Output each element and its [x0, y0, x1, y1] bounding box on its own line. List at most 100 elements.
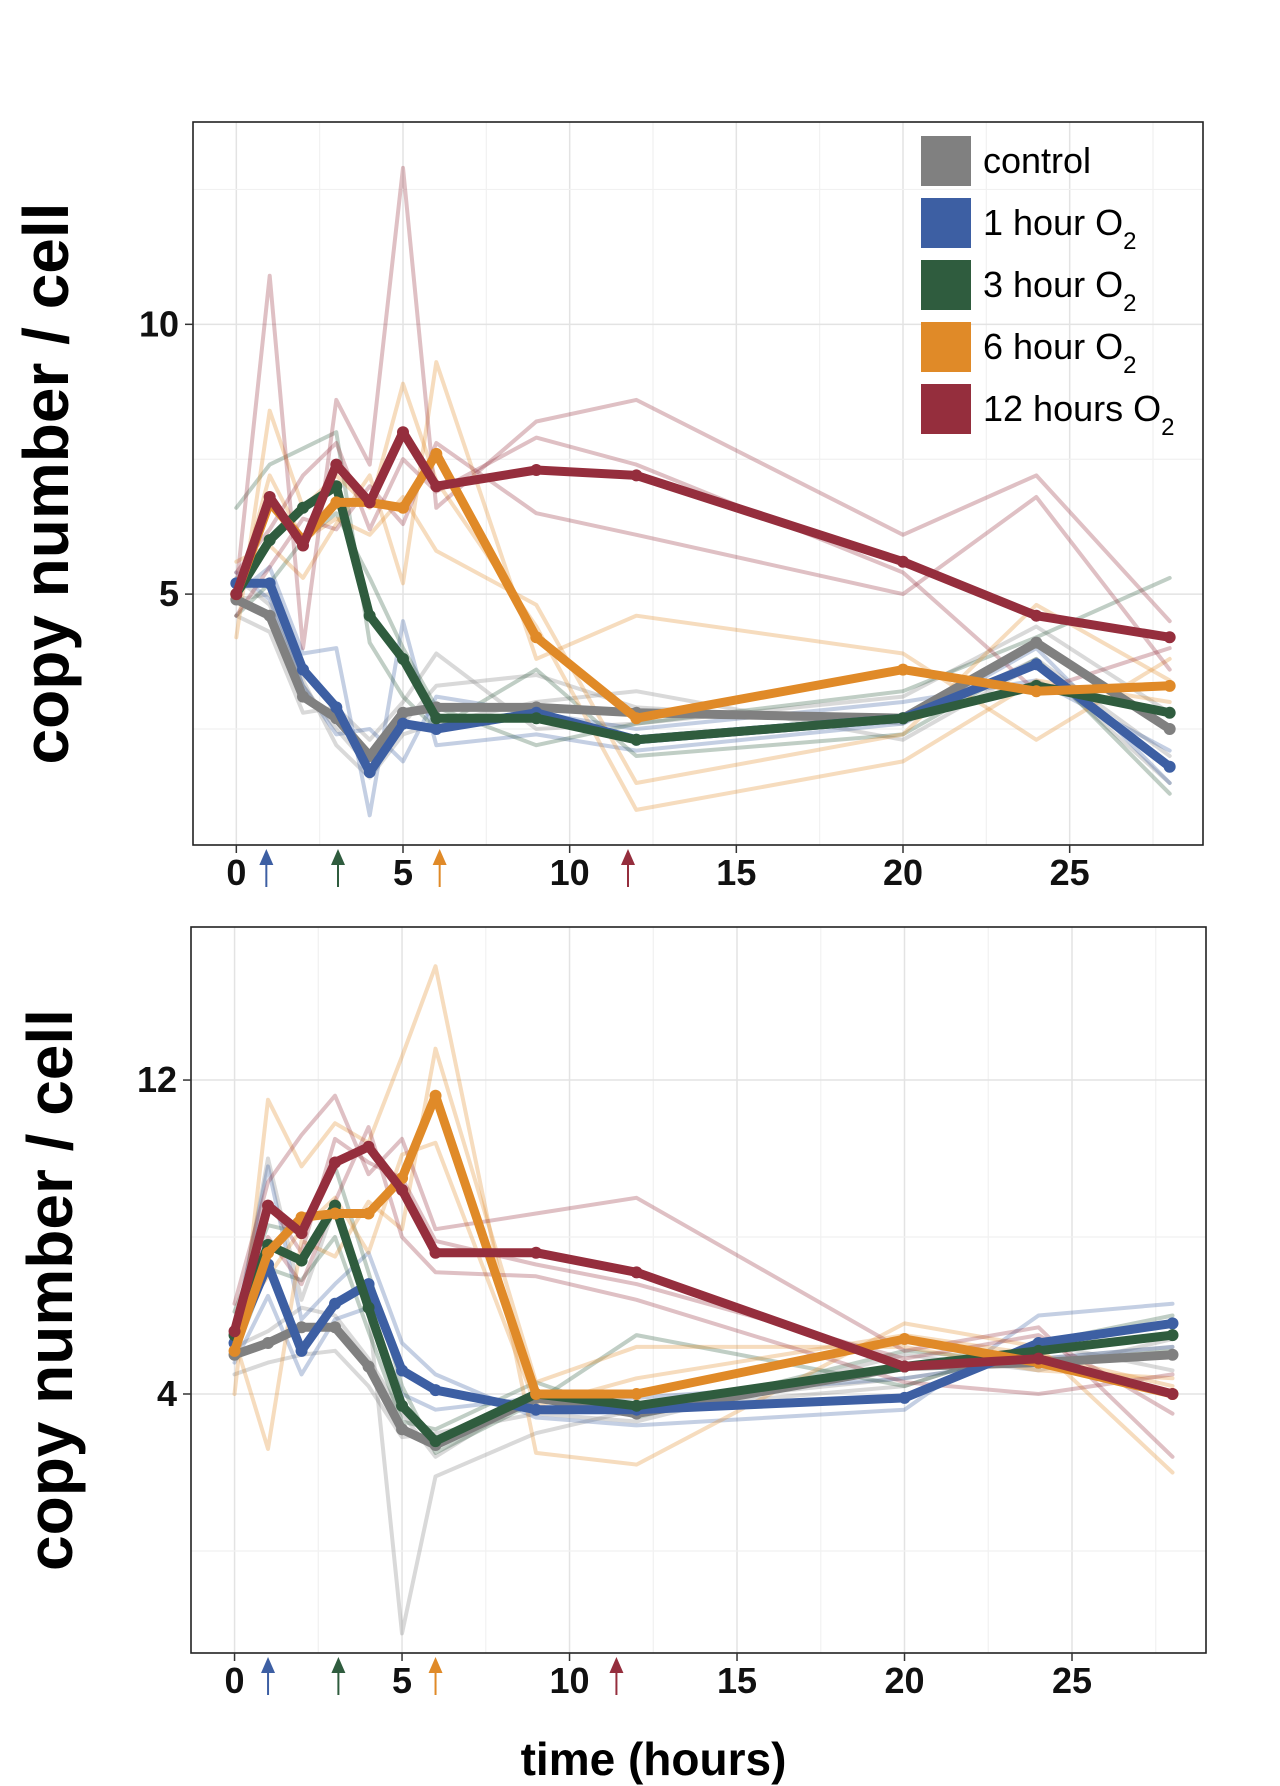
y-tick-label: 5	[159, 573, 179, 614]
legend-swatch	[921, 198, 971, 248]
x-tick-label: 5	[393, 852, 413, 893]
legend-label: 3 hour O2	[983, 264, 1136, 317]
data-point	[297, 501, 309, 514]
plot-background	[193, 122, 1203, 845]
data-point	[295, 1227, 308, 1240]
data-point	[397, 717, 409, 730]
data-point	[329, 1156, 342, 1169]
treatment-arrow-head	[432, 849, 447, 865]
y-tick-label: 4	[157, 1373, 177, 1414]
legend-swatch	[921, 322, 971, 372]
legend-swatch	[921, 136, 971, 186]
data-point	[429, 1089, 442, 1102]
data-point	[1163, 679, 1176, 692]
data-point	[430, 722, 443, 735]
data-point	[263, 609, 276, 622]
data-point	[396, 1399, 409, 1412]
data-point	[1163, 706, 1176, 719]
y-axis-title: copy number / cell	[10, 203, 82, 765]
data-point	[297, 539, 309, 552]
data-point	[1166, 1387, 1179, 1400]
y-tick-label: 12	[137, 1059, 177, 1100]
data-point	[297, 663, 309, 676]
replicate-line-4-2	[232, 1136, 1175, 1416]
treatment-arrow-head	[428, 1657, 443, 1673]
x-tick-label: 0	[226, 852, 246, 893]
data-point	[396, 1423, 409, 1436]
data-point	[295, 1254, 308, 1267]
data-point	[363, 496, 376, 509]
data-point	[530, 1246, 543, 1259]
data-point	[1166, 1329, 1179, 1342]
x-tick-label: 15	[716, 852, 756, 893]
replicate-line-1-0	[232, 1164, 1175, 1428]
gridlines	[193, 122, 1203, 845]
data-point	[363, 766, 376, 779]
replicate-line-0-1	[234, 613, 1172, 742]
legend-label: 6 hour O2	[983, 326, 1136, 379]
data-point	[1163, 722, 1176, 735]
plot-frame	[192, 121, 1204, 846]
data-point	[630, 733, 643, 746]
data-point	[1030, 685, 1043, 698]
data-point	[329, 1207, 342, 1220]
data-point	[362, 1301, 375, 1314]
legend-label: control	[983, 140, 1091, 181]
data-point	[630, 1399, 643, 1412]
data-point	[530, 631, 543, 644]
data-point	[898, 1333, 911, 1346]
data-point	[362, 1360, 375, 1373]
x-tick-label: 10	[550, 1660, 590, 1701]
data-point	[396, 1183, 409, 1196]
data-point	[897, 712, 909, 725]
data-point	[363, 609, 376, 622]
data-point	[263, 577, 276, 590]
data-point	[1163, 760, 1176, 773]
data-point	[430, 712, 443, 725]
data-point	[429, 1384, 442, 1397]
data-point	[228, 1325, 241, 1338]
data-point	[262, 1336, 275, 1349]
data-point	[362, 1140, 375, 1153]
data-point	[630, 1266, 643, 1279]
data-point	[530, 1387, 543, 1400]
x-tick-label: 20	[884, 1660, 924, 1701]
data-point	[397, 501, 409, 514]
data-point	[898, 1360, 911, 1373]
legend: control 1 hour O2 3 hour O2 6 hour O2 12 hou…	[921, 136, 1174, 441]
treatment-arrow-head	[259, 849, 274, 865]
data-point	[330, 701, 343, 714]
data-point	[397, 706, 409, 719]
data-point	[262, 1246, 275, 1259]
data-point	[898, 1391, 911, 1404]
treatment-arrow-head	[261, 1657, 276, 1673]
data-point	[1166, 1348, 1179, 1361]
x-tick-label: 25	[1050, 852, 1090, 893]
data-point	[1163, 631, 1176, 644]
data-point	[262, 1199, 275, 1212]
replicate-line-1-1	[232, 1293, 1175, 1412]
data-point	[295, 1344, 308, 1357]
series-line-4	[230, 1142, 1177, 1399]
y-axis-title: copy number / cell	[14, 1009, 86, 1571]
data-point	[530, 464, 543, 477]
x-axis-title: time (hours)	[521, 1733, 787, 1785]
data-point	[330, 458, 343, 471]
data-point	[295, 1321, 308, 1334]
treatment-arrow-head	[609, 1657, 624, 1673]
series-line-4	[231, 427, 1175, 642]
data-point	[897, 555, 909, 568]
data-point	[429, 1246, 442, 1259]
data-point	[230, 588, 243, 601]
data-point	[228, 1344, 241, 1357]
data-point	[329, 1321, 342, 1334]
data-point	[897, 663, 909, 676]
data-point	[430, 480, 443, 493]
x-tick-label: 25	[1052, 1660, 1092, 1701]
data-point	[429, 1435, 442, 1448]
data-point	[297, 690, 309, 703]
x-tick-label: 20	[883, 852, 923, 893]
treatment-arrow-head	[331, 849, 345, 865]
y-tick-label: 10	[139, 303, 179, 344]
x-tick-label: 15	[717, 1660, 757, 1701]
